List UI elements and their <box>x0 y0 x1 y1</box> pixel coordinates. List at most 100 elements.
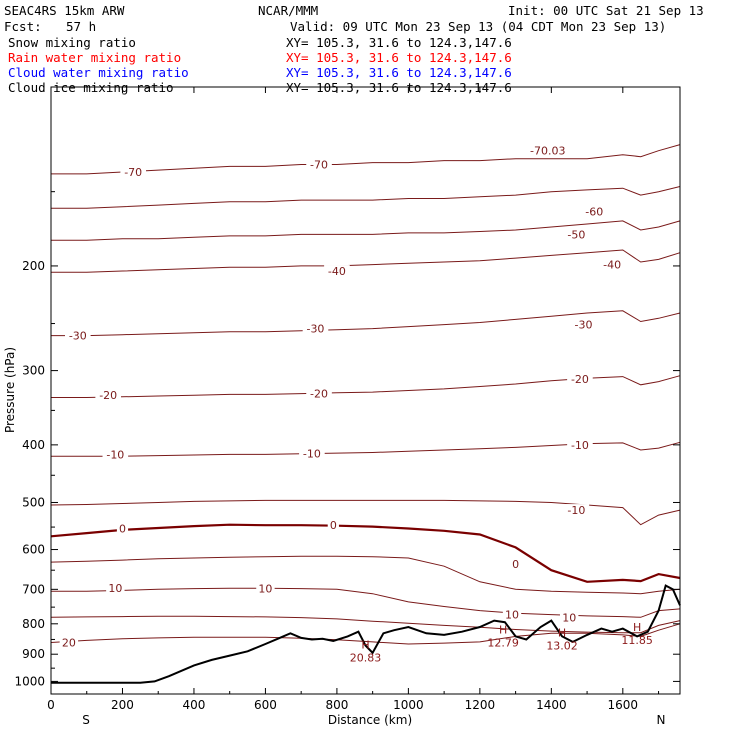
x-tick-label: 1000 <box>393 698 424 712</box>
contour-label-bg <box>510 557 522 570</box>
field-xy-snow: XY= 105.3, 31.6 to 124.3,147.6 <box>286 35 512 50</box>
high-symbol: H <box>558 626 566 639</box>
contour-label-bg <box>502 608 522 621</box>
x-tick-label: 400 <box>183 698 206 712</box>
high-value: 20.83 <box>350 651 382 664</box>
x-tick-label: 600 <box>254 698 277 712</box>
y-tick-label: 800 <box>22 617 45 631</box>
y-tick-label: 400 <box>22 438 45 452</box>
contour-line-10 <box>51 587 681 618</box>
contour-label-bg <box>567 373 593 386</box>
field-xy-cloud-water: XY= 105.3, 31.6 to 124.3,147.6 <box>286 65 512 80</box>
contour-label-bg <box>581 205 608 218</box>
contour-line-5 <box>50 555 681 595</box>
temperature-contours <box>50 144 681 645</box>
contour-label: -40 <box>603 259 621 272</box>
contour-line-20 <box>50 623 681 645</box>
north-label: N <box>657 713 666 727</box>
contour-label-bg <box>59 636 79 649</box>
terrain-line <box>51 584 681 684</box>
contour-line-minus-10 <box>51 441 681 457</box>
contour-label-bg <box>302 322 329 335</box>
y-tick-label: 500 <box>22 495 45 509</box>
terrain-profile <box>51 584 681 684</box>
x-axis-label: Distance (km) <box>328 713 412 727</box>
contour-label: 20 <box>62 636 76 649</box>
fcst-value: 57 h <box>66 19 96 34</box>
x-axis: 0 200 400 600 800 1000 1200 1400 1600 <box>47 87 660 712</box>
init-time: Init: 00 UTC Sat 21 Sep 13 <box>508 3 704 18</box>
contour-label-bg <box>599 258 625 271</box>
x-tick-label: 1400 <box>536 698 567 712</box>
contour-label: -30 <box>306 323 324 336</box>
y-tick-label: 200 <box>22 259 45 273</box>
high-value: 11.85 <box>621 634 653 647</box>
contour-label: -60 <box>585 206 603 219</box>
contour-label-bg <box>324 265 350 278</box>
contour-label: 10 <box>108 582 122 595</box>
contour-label: -10 <box>303 448 321 461</box>
contour-label-bg <box>116 522 129 535</box>
contour-label-bg <box>570 318 597 331</box>
contour-labels: -70 -70 -70.03 -60-50 -40 -40 -30 -30 -30 -20 -20 -… <box>59 144 625 649</box>
contour-label-bg <box>563 228 590 241</box>
contour-label-bg <box>327 519 339 532</box>
field-xy-rain: XY= 105.3, 31.6 to 124.3,147.6 <box>286 50 512 65</box>
contour-label: 10 <box>505 609 519 622</box>
contour-line-minus-40 <box>51 249 681 273</box>
high-value: 12.79 <box>487 636 519 649</box>
contour-label-bg <box>95 389 121 402</box>
org-title: NCAR/MMM <box>258 3 318 18</box>
contour-label: -70 <box>310 158 328 171</box>
contour-label-bg <box>106 582 125 595</box>
contour-label: -10 <box>106 448 124 461</box>
field-label-snow: Snow mixing ratio <box>8 35 136 50</box>
contour-label-bg <box>567 438 593 451</box>
fcst-label: Fcst: <box>4 19 42 34</box>
y-tick-label: 600 <box>22 543 45 557</box>
contour-label: -50 <box>567 228 585 241</box>
y-axis-label: Pressure (hPa) <box>3 347 17 433</box>
high-symbol: H <box>361 638 369 651</box>
contour-line-minus-20 <box>51 375 681 398</box>
contour-label: -20 <box>310 388 328 401</box>
y-tick-label: 900 <box>22 647 45 661</box>
contour-label: -70 <box>124 166 142 179</box>
contour-line-minus-60 <box>51 186 681 209</box>
contour-label: -40 <box>328 265 346 278</box>
field-label-rain: Rain water mixing ratio <box>8 50 181 65</box>
contour-label: 0 <box>512 558 519 571</box>
contour-line-minus-5 <box>50 499 681 526</box>
contour-label: -10 <box>567 504 585 517</box>
contour-label: 10 <box>258 583 272 596</box>
contour-label: -30 <box>69 330 87 343</box>
contour-line-15 <box>50 615 681 634</box>
high-value: 13.02 <box>546 639 578 652</box>
x-tick-label: 1600 <box>608 698 639 712</box>
contour-label-bg <box>306 387 332 400</box>
contour-label-bg <box>306 158 332 171</box>
contour-label-bg <box>102 448 129 461</box>
contour-label: -20 <box>99 389 117 402</box>
contour-label-bg <box>563 504 590 517</box>
y-tick-label: 300 <box>22 364 45 378</box>
plot-frame <box>50 86 681 695</box>
contour-label-bg <box>65 329 91 342</box>
contour-label: -70.03 <box>530 145 565 158</box>
contour-label: 0 <box>119 522 126 535</box>
contour-line-minus-30 <box>51 310 681 337</box>
y-tick-label: 1000 <box>14 674 45 688</box>
contour-line-minus-50 <box>51 220 681 241</box>
x-tick-label: 1200 <box>465 698 496 712</box>
contour-line-minus-70 <box>51 144 681 175</box>
contour-label: -20 <box>571 373 589 386</box>
contour-label: 10 <box>562 612 576 625</box>
field-label-cloud-water: Cloud water mixing ratio <box>8 65 189 80</box>
contour-label-bg <box>256 582 275 595</box>
contour-label: 0 <box>330 519 337 532</box>
x-tick-label: 800 <box>325 698 348 712</box>
contour-label: -30 <box>575 319 593 332</box>
